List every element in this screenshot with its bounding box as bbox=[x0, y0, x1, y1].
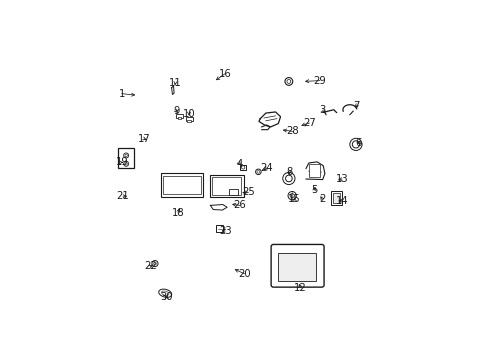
Text: 7: 7 bbox=[353, 100, 359, 111]
Ellipse shape bbox=[285, 77, 292, 85]
Text: 6: 6 bbox=[355, 138, 361, 148]
Text: 13: 13 bbox=[335, 174, 347, 184]
Bar bbox=[176, 114, 183, 118]
Ellipse shape bbox=[124, 162, 127, 165]
Text: 2: 2 bbox=[318, 194, 325, 204]
Bar bbox=[177, 117, 181, 119]
Ellipse shape bbox=[152, 261, 158, 267]
Bar bbox=[212, 177, 241, 195]
Text: 24: 24 bbox=[260, 163, 272, 174]
Text: 14: 14 bbox=[335, 195, 347, 206]
Bar bbox=[228, 189, 237, 195]
Text: 5: 5 bbox=[310, 185, 317, 195]
Text: 19: 19 bbox=[116, 157, 129, 167]
Bar bbox=[160, 174, 203, 197]
Text: 16: 16 bbox=[218, 69, 231, 79]
Ellipse shape bbox=[287, 192, 296, 200]
Text: 26: 26 bbox=[233, 201, 246, 210]
Bar bbox=[185, 117, 192, 121]
Text: 10: 10 bbox=[183, 109, 195, 119]
Ellipse shape bbox=[282, 172, 294, 185]
Text: 27: 27 bbox=[303, 118, 315, 128]
Text: 23: 23 bbox=[218, 226, 231, 236]
Ellipse shape bbox=[285, 175, 292, 182]
Ellipse shape bbox=[123, 153, 128, 158]
Text: 18: 18 bbox=[171, 208, 184, 218]
Ellipse shape bbox=[159, 289, 171, 297]
FancyBboxPatch shape bbox=[118, 148, 134, 168]
Text: 30: 30 bbox=[160, 292, 172, 302]
Text: 22: 22 bbox=[143, 261, 156, 271]
Text: 9: 9 bbox=[173, 106, 179, 116]
Text: 4: 4 bbox=[237, 159, 243, 169]
Bar bbox=[163, 176, 200, 194]
Ellipse shape bbox=[352, 141, 359, 148]
Text: 3: 3 bbox=[319, 105, 325, 115]
Text: 20: 20 bbox=[238, 269, 250, 279]
Text: 11: 11 bbox=[168, 78, 181, 89]
Text: 1: 1 bbox=[118, 89, 124, 99]
Bar bbox=[216, 225, 223, 232]
Text: 8: 8 bbox=[285, 167, 292, 177]
Bar bbox=[278, 253, 315, 281]
FancyBboxPatch shape bbox=[270, 244, 324, 287]
Bar bbox=[210, 175, 243, 197]
Bar bbox=[330, 191, 342, 204]
Ellipse shape bbox=[124, 154, 127, 157]
Text: 17: 17 bbox=[138, 134, 150, 144]
Ellipse shape bbox=[257, 170, 259, 173]
Ellipse shape bbox=[123, 161, 128, 166]
Text: 29: 29 bbox=[313, 76, 325, 86]
Text: 15: 15 bbox=[287, 194, 300, 204]
Ellipse shape bbox=[286, 80, 290, 84]
Text: 25: 25 bbox=[242, 187, 254, 197]
Ellipse shape bbox=[153, 262, 156, 265]
Text: 28: 28 bbox=[286, 126, 299, 136]
Text: 21: 21 bbox=[117, 191, 129, 201]
Ellipse shape bbox=[241, 166, 244, 169]
Bar bbox=[187, 120, 190, 122]
Bar bbox=[332, 193, 339, 203]
Ellipse shape bbox=[349, 138, 361, 150]
Ellipse shape bbox=[289, 194, 294, 198]
Text: 12: 12 bbox=[294, 283, 306, 293]
Ellipse shape bbox=[255, 169, 261, 175]
Bar bbox=[240, 165, 245, 170]
Ellipse shape bbox=[161, 291, 169, 296]
Bar bbox=[309, 164, 320, 177]
